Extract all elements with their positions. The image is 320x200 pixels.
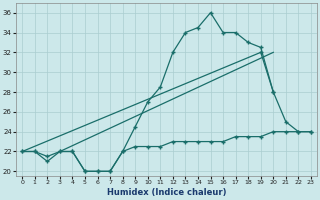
- X-axis label: Humidex (Indice chaleur): Humidex (Indice chaleur): [107, 188, 226, 197]
